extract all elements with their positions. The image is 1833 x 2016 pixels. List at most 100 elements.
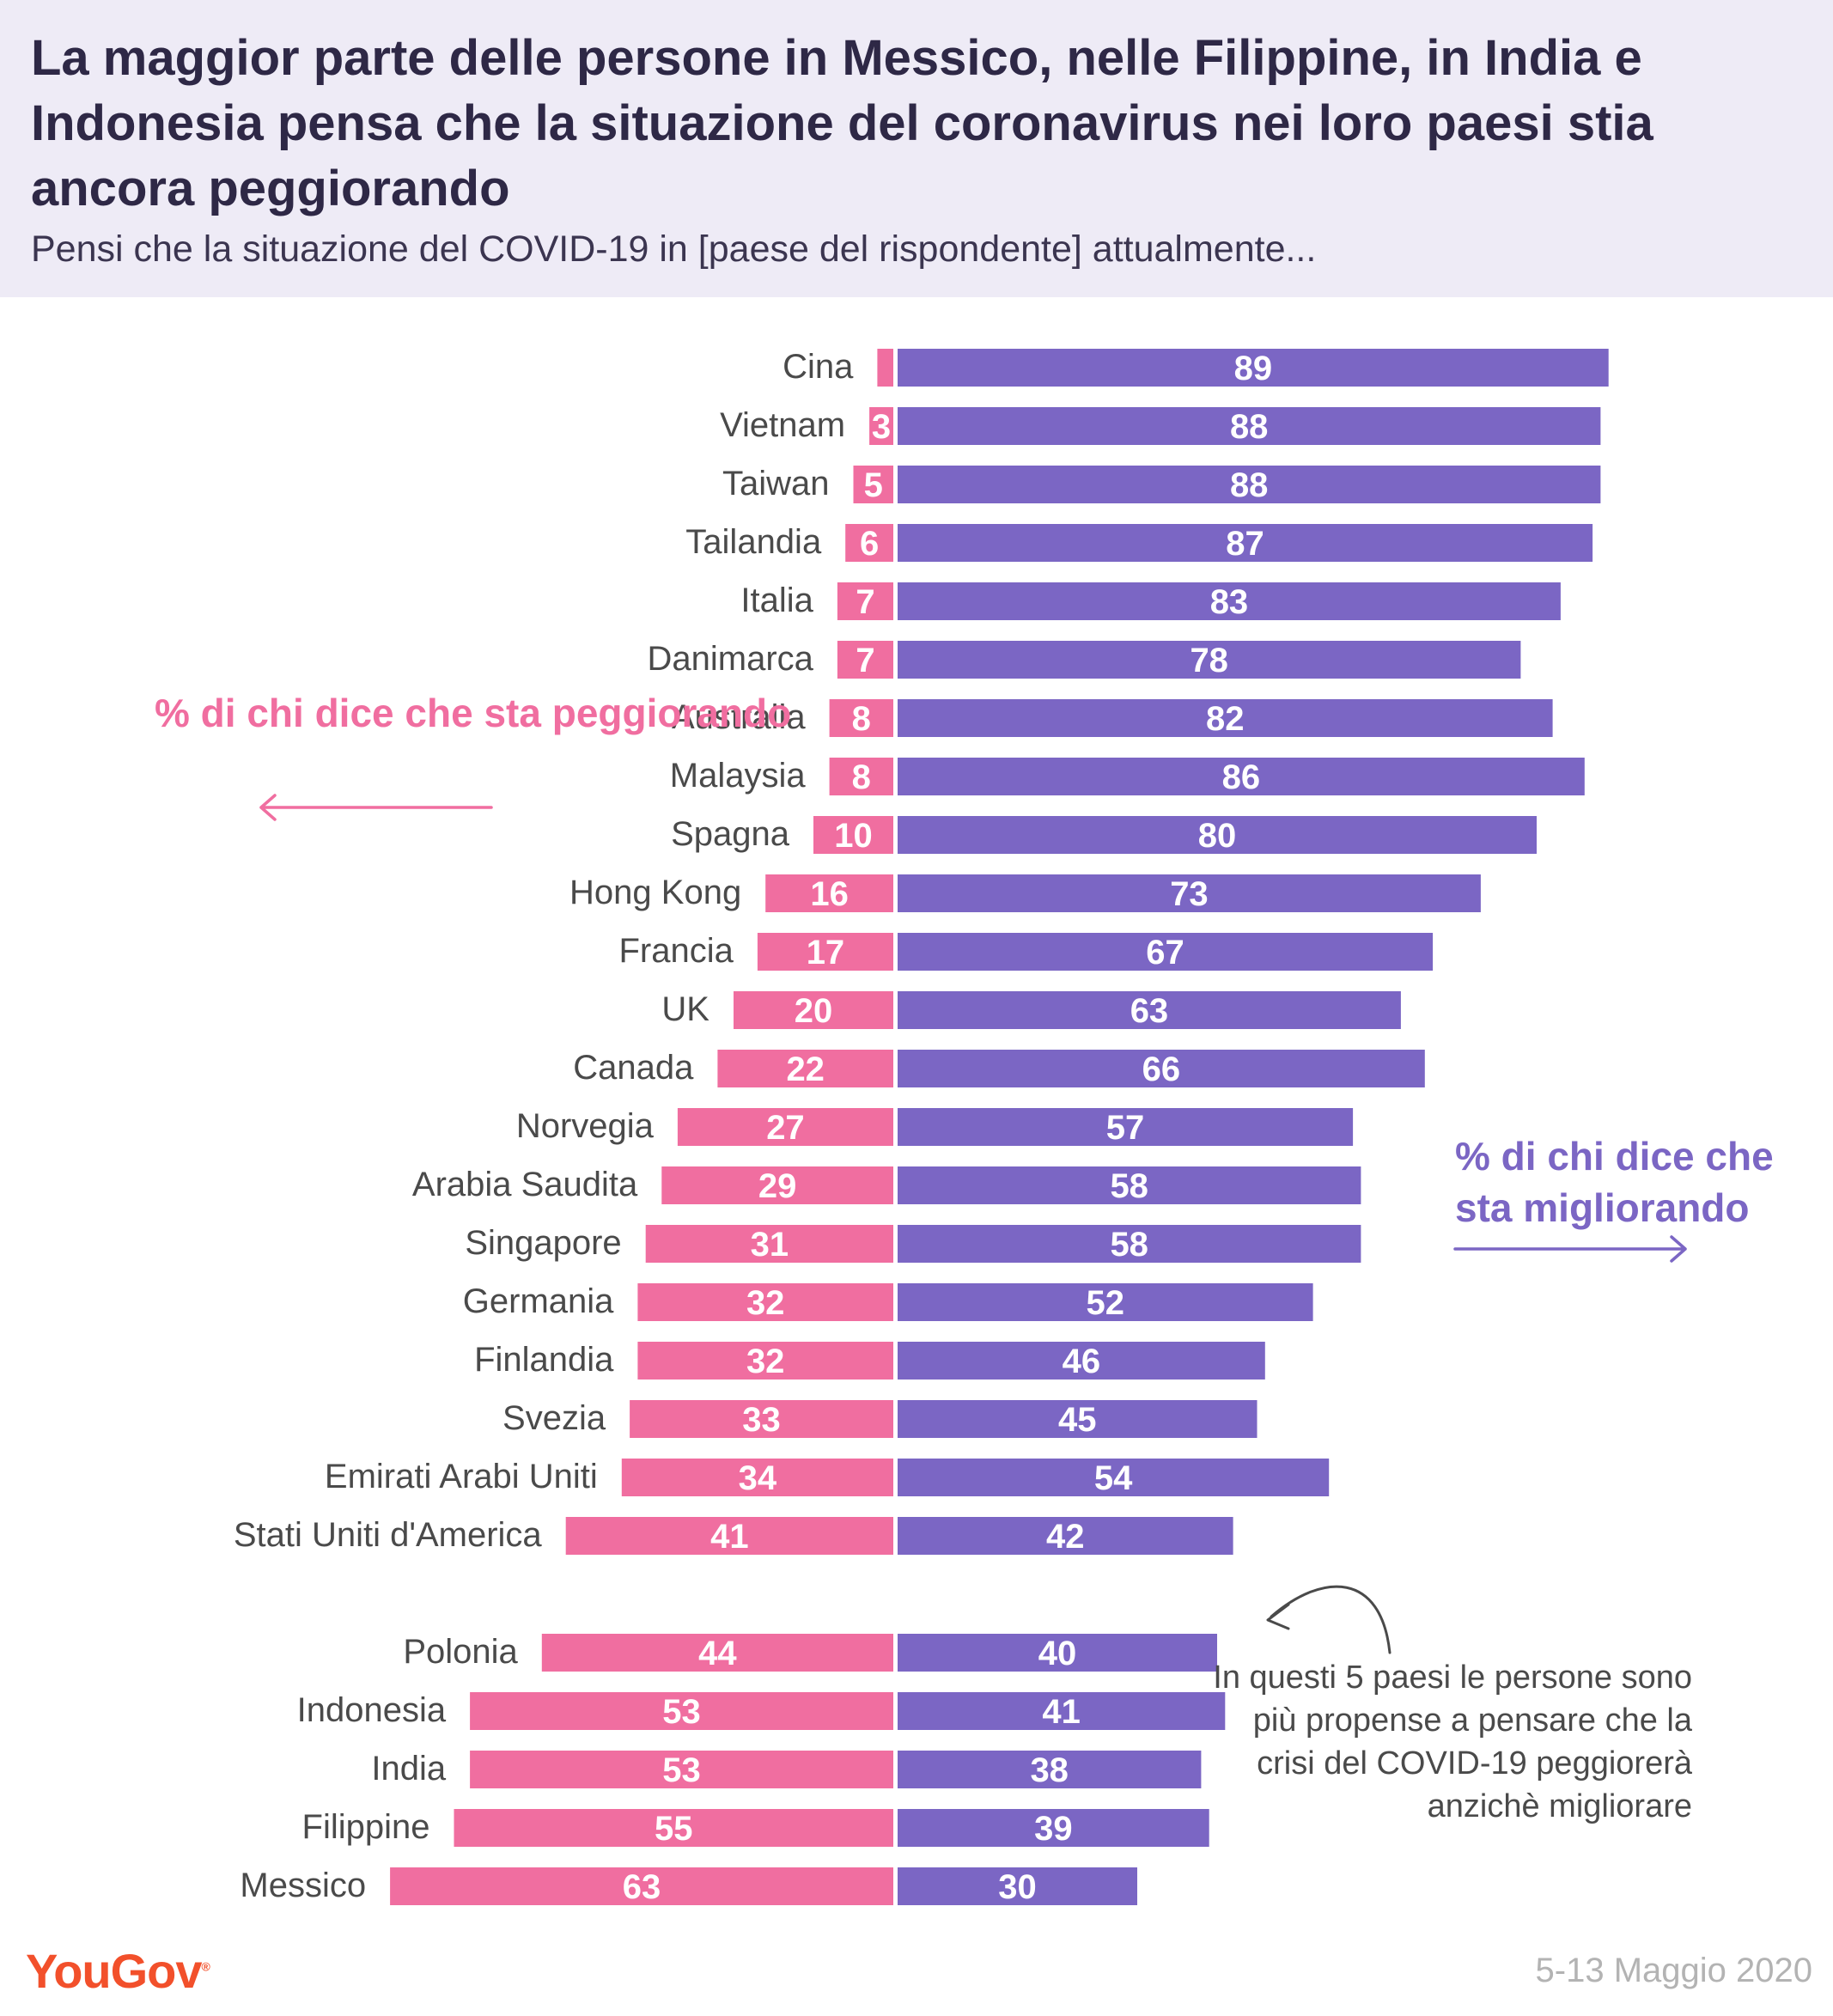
bar-worse-label: 27 — [766, 1109, 805, 1147]
bar-worse-label: 8 — [852, 758, 871, 796]
bar-worse — [645, 1225, 893, 1263]
country-label: Vietnam — [720, 406, 845, 444]
legend-worse: % di chi dice che sta peggiorando — [155, 691, 792, 735]
bar-better — [898, 1050, 1425, 1087]
country-label: Norvegia — [516, 1107, 655, 1145]
country-label: Stati Uniti d'America — [234, 1516, 543, 1554]
bar-worse — [454, 1809, 893, 1847]
country-label: Taiwan — [722, 465, 830, 502]
arrow-left-icon — [259, 794, 493, 821]
bar-worse — [565, 1517, 893, 1555]
bar-better-label: 67 — [1146, 934, 1184, 971]
bar-worse — [717, 1050, 893, 1087]
bar-better — [898, 991, 1401, 1029]
bar-worse — [829, 758, 893, 795]
bar-worse — [470, 1751, 893, 1788]
bar-better-label: 39 — [1034, 1810, 1073, 1848]
country-label: UK — [661, 990, 709, 1028]
country-label: Hong Kong — [569, 874, 741, 911]
bar-worse-label: 41 — [710, 1518, 749, 1556]
chart-subtitle: Pensi che la situazione del COVID-19 in … — [31, 228, 1317, 270]
bar-worse — [541, 1634, 893, 1672]
country-label: Svezia — [502, 1399, 606, 1437]
bar-better — [898, 1867, 1137, 1905]
bar-better — [898, 1108, 1354, 1146]
annotation-arrow-icon — [1266, 1585, 1391, 1654]
bar-worse — [813, 816, 893, 854]
bar-worse-label: 53 — [662, 1693, 701, 1731]
bar-worse-label: 10 — [834, 817, 873, 855]
bar-worse-label: 6 — [860, 525, 879, 563]
country-label: Finlandia — [474, 1341, 614, 1379]
bar-better-label: 63 — [1130, 992, 1169, 1030]
bar-worse — [661, 1166, 893, 1204]
country-label: Emirati Arabi Uniti — [325, 1458, 598, 1495]
bar-better-label: 57 — [1106, 1109, 1145, 1147]
survey-date: 5-13 Maggio 2020 — [1535, 1952, 1812, 1989]
bar-better-label: 87 — [1226, 525, 1264, 563]
bar-better-label: 52 — [1087, 1284, 1125, 1322]
bar-better — [898, 1459, 1330, 1496]
country-label: Messico — [240, 1867, 366, 1904]
bar-worse-label: 5 — [864, 466, 883, 504]
country-label: Italia — [740, 582, 813, 619]
country-label: India — [371, 1750, 446, 1788]
bar-better — [898, 1692, 1226, 1730]
bar-worse — [837, 641, 893, 679]
country-label: Germania — [463, 1282, 614, 1320]
bar-worse — [390, 1867, 894, 1905]
bar-better — [898, 407, 1601, 445]
bar-better-label: 54 — [1094, 1459, 1133, 1497]
country-label: Francia — [619, 932, 734, 970]
bar-better — [898, 1342, 1265, 1380]
bar-worse — [837, 582, 893, 620]
bar-better-label: 45 — [1058, 1401, 1097, 1439]
bar-better-label: 78 — [1190, 642, 1228, 679]
country-label: Malaysia — [670, 757, 807, 795]
bar-better — [898, 816, 1537, 854]
country-label: Spagna — [671, 815, 790, 853]
bar-better-label: 42 — [1046, 1518, 1085, 1556]
bar-worse-label: 17 — [807, 934, 845, 971]
bar-better — [898, 1400, 1258, 1438]
bar-worse — [757, 933, 893, 971]
legend-better: % di chi dice che sta migliorando — [1455, 1134, 1774, 1230]
annotation-note: In questi 5 paesi le persone sono più pr… — [1213, 1660, 1692, 1824]
bar-worse — [829, 699, 893, 737]
bar-better — [898, 1166, 1361, 1204]
bar-better — [898, 466, 1601, 503]
bar-better — [898, 1809, 1209, 1847]
bar-worse-label: 7 — [856, 583, 874, 621]
bar-worse — [869, 407, 893, 445]
bar-worse — [853, 466, 893, 503]
bar-better-label: 73 — [1170, 875, 1209, 913]
bar-worse-label: 63 — [623, 1868, 661, 1906]
country-label: Cina — [783, 348, 854, 386]
bar-better-label: 40 — [1038, 1635, 1077, 1672]
header: La maggior parte delle persone in Messic… — [0, 0, 1833, 297]
bar-worse-label: 31 — [751, 1226, 789, 1264]
bar-worse — [470, 1692, 893, 1730]
bar-better — [898, 874, 1481, 912]
bar-worse — [621, 1459, 893, 1496]
bar-worse — [734, 991, 893, 1029]
bar-worse-label: 20 — [795, 992, 833, 1030]
bar-better-label: 46 — [1063, 1343, 1101, 1380]
bar-worse-label: 7 — [856, 642, 874, 679]
bar-better — [898, 641, 1521, 679]
bar-worse — [845, 524, 893, 562]
bar-worse-label: 29 — [758, 1167, 797, 1205]
bar-worse-label: 55 — [655, 1810, 693, 1848]
bar-better-label: 83 — [1210, 583, 1249, 621]
bar-worse-label: 53 — [662, 1751, 701, 1789]
bar-better-label: 58 — [1110, 1167, 1148, 1205]
bar-better — [898, 1517, 1233, 1555]
bar-better-label: 82 — [1206, 700, 1245, 738]
bar-better-label: 80 — [1198, 817, 1237, 855]
country-label: Indonesia — [297, 1691, 447, 1729]
bar-better-label: 38 — [1030, 1751, 1069, 1789]
country-label: Danimarca — [647, 640, 813, 678]
bar-worse-label: 22 — [786, 1051, 825, 1088]
bar-worse — [677, 1108, 893, 1146]
